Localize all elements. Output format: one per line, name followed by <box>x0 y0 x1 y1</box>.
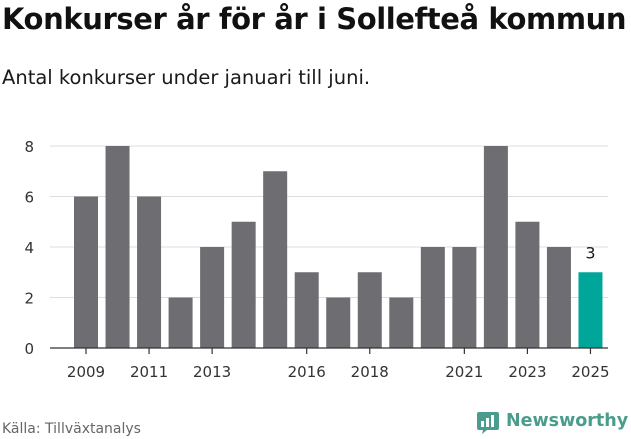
x-tick-label: 2009 <box>67 363 105 381</box>
bar <box>578 272 603 348</box>
bar <box>515 221 540 348</box>
x-tick-label: 2023 <box>508 363 546 381</box>
data-label: 3 <box>585 243 595 262</box>
bar <box>420 247 445 348</box>
bar <box>168 297 193 348</box>
bar <box>483 146 508 348</box>
bar <box>294 272 319 348</box>
bar <box>74 196 98 348</box>
x-tick-label: 2013 <box>193 363 231 381</box>
newsworthy-logo: Newsworthy <box>476 408 628 436</box>
bar <box>452 247 477 348</box>
x-tick-label: 2021 <box>445 363 483 381</box>
x-tick-label: 2018 <box>351 363 389 381</box>
bar-chart: 0 2 4 6 8 2009 2011 2013 2016 2018 2021 2023 2025 3 <box>24 138 609 381</box>
y-tick-label: 0 <box>24 340 34 358</box>
newsworthy-logo-text: Newsworthy <box>506 411 629 432</box>
bar <box>231 221 256 348</box>
bar <box>200 247 225 348</box>
bar <box>105 146 130 348</box>
y-tick-label: 2 <box>24 290 34 308</box>
y-tick-label: 8 <box>24 138 34 156</box>
x-tick-label: 2016 <box>288 363 326 381</box>
bar <box>389 297 414 348</box>
chart-title: Konkurser år för år i Sollefteå kommun <box>2 2 627 36</box>
chart-subtitle: Antal konkurser under januari till juni. <box>2 66 371 89</box>
source-note: Källa: Tillväxtanalys <box>2 421 141 437</box>
bar <box>137 196 162 348</box>
x-tick-label: 2011 <box>130 363 168 381</box>
bar <box>326 297 351 348</box>
y-tick-label: 4 <box>24 239 34 257</box>
x-tick-label: 2025 <box>571 363 609 381</box>
bar <box>357 272 382 348</box>
bar <box>546 247 571 348</box>
newsworthy-chart-icon <box>477 412 499 434</box>
y-tick-label: 6 <box>24 189 34 207</box>
bar <box>263 171 288 348</box>
